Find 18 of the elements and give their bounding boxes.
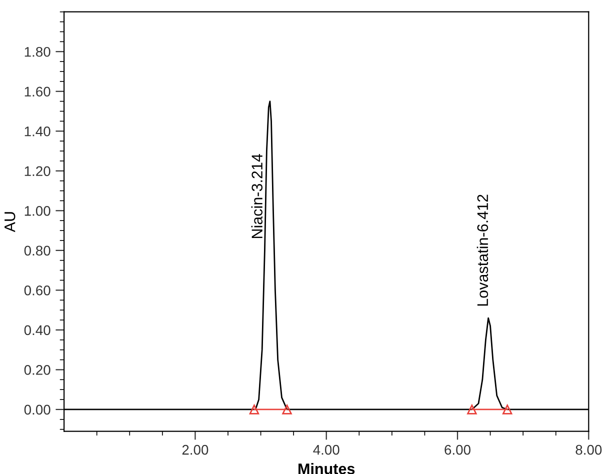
x-tick-label: 8.00 <box>576 444 602 455</box>
y-tick-label: 1.00 <box>24 206 50 216</box>
y-tick-label: 1.40 <box>24 126 50 136</box>
annotation: Lovastatin-6.412 <box>476 194 488 306</box>
y-axis-title: AU <box>4 212 16 232</box>
y-tick-label: 0.40 <box>24 325 50 336</box>
y-tick-label: 1.20 <box>24 166 50 176</box>
x-tick-label: 2.00 <box>182 444 208 455</box>
y-tick-label: 0.00 <box>24 404 50 415</box>
annotation: Niacin-3.214 <box>251 154 262 238</box>
x-tick-label: 4.00 <box>313 444 340 455</box>
y-tick-label: 0.60 <box>24 286 50 296</box>
x-axis-title: Minutes <box>298 463 355 474</box>
x-tick-label: 6.00 <box>444 444 470 455</box>
y-tick-label: 0.80 <box>24 246 50 256</box>
y-tick-label: 0.20 <box>24 365 50 375</box>
y-tick-label: 1.80 <box>24 46 50 57</box>
y-tick-label: 1.60 <box>24 86 50 97</box>
